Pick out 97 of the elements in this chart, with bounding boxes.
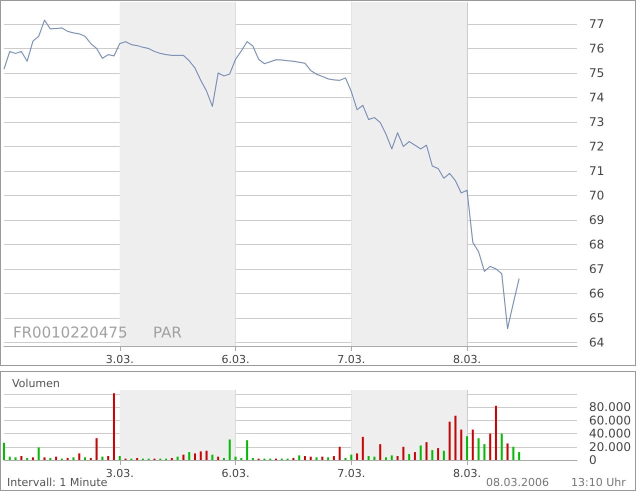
y-tick-label: 40.000	[589, 426, 631, 441]
x-tick-label: 7.03.	[337, 467, 366, 480]
bar	[228, 440, 231, 460]
bar	[338, 446, 341, 460]
bar	[472, 430, 474, 460]
bar	[489, 434, 492, 460]
bar	[402, 446, 404, 460]
y-tick-label: 72	[589, 139, 604, 154]
y-tick-label: 70	[589, 188, 604, 202]
x-tick-label: 7.03.	[337, 353, 366, 366]
bar	[72, 457, 74, 460]
bar	[431, 450, 434, 460]
bar	[211, 454, 214, 460]
bar	[84, 457, 86, 460]
bar	[420, 445, 422, 460]
x-tick-label: 8.03.	[453, 353, 482, 366]
bar	[182, 454, 184, 460]
bar	[14, 457, 17, 460]
bar	[3, 442, 5, 460]
bar	[38, 447, 40, 460]
bar	[107, 456, 110, 460]
y-tick-label: 73	[589, 114, 604, 129]
bar	[373, 456, 376, 460]
bar	[408, 454, 410, 460]
bar	[55, 456, 58, 460]
bar	[194, 453, 196, 460]
x-tick-label: 6.03.	[222, 467, 250, 480]
chart-title: Volumen	[12, 377, 60, 390]
y-tick-label: 74	[589, 90, 604, 104]
bar	[20, 456, 22, 460]
bar	[304, 456, 306, 460]
bar	[512, 446, 514, 460]
bar	[385, 457, 387, 460]
bar	[327, 457, 330, 460]
x-tick-label: 6.03.	[222, 353, 250, 366]
bar	[8, 456, 11, 460]
bar	[478, 438, 480, 460]
bar	[396, 456, 399, 460]
bar	[494, 406, 497, 460]
x-tick-label: 3.03.	[106, 353, 134, 366]
bar	[448, 422, 451, 460]
y-tick-label: 0	[589, 453, 597, 467]
bar	[310, 456, 312, 460]
y-tick-label: 68	[589, 237, 604, 252]
bar	[206, 450, 208, 460]
bar	[217, 456, 220, 460]
bar	[414, 452, 416, 460]
bar	[500, 434, 503, 460]
annotation: PAR	[153, 324, 182, 342]
bar	[356, 453, 358, 460]
y-tick-label: 77	[589, 17, 604, 32]
bar	[96, 438, 98, 460]
annotation: FR0010220475	[13, 324, 128, 342]
text: Intervall: 1 Minute	[7, 476, 108, 489]
bar	[460, 430, 462, 460]
bar	[454, 416, 456, 460]
y-tick-label: 64	[589, 335, 604, 350]
bar	[390, 455, 393, 460]
y-tick-label: 71	[589, 164, 604, 178]
bar	[442, 450, 445, 460]
bar	[506, 443, 509, 460]
x-tick-label: 8.03.	[453, 467, 482, 480]
y-tick-label: 20.000	[589, 440, 631, 454]
bar	[298, 455, 300, 460]
bar	[44, 457, 46, 460]
bar	[437, 448, 440, 460]
y-tick-label: 60.000	[589, 413, 631, 428]
bar	[368, 456, 370, 460]
bar	[350, 454, 352, 460]
bar	[176, 456, 179, 460]
bar	[112, 393, 115, 460]
y-tick-label: 65	[589, 310, 604, 325]
bar	[316, 457, 318, 460]
y-tick-label: 76	[589, 42, 604, 56]
bar	[426, 442, 428, 460]
bar	[379, 444, 382, 460]
text: 13:10 Uhr	[571, 476, 626, 489]
bar	[466, 436, 468, 460]
bar	[188, 452, 190, 460]
text: 08.03.2006	[486, 476, 549, 489]
y-tick-label: 66	[589, 286, 604, 300]
y-tick-label: 69	[589, 212, 604, 227]
bar	[246, 440, 248, 460]
bar	[118, 456, 121, 460]
x-tick-label: 3.03.	[106, 467, 134, 480]
bar	[78, 453, 80, 460]
y-tick-label: 80.000	[589, 400, 631, 414]
bar	[200, 451, 202, 460]
bar	[234, 456, 237, 460]
y-tick-label: 67	[589, 262, 604, 276]
y-tick-label: 75	[589, 66, 604, 80]
bar	[362, 436, 364, 460]
bar	[483, 444, 486, 460]
bar	[101, 456, 104, 460]
bar	[321, 456, 324, 460]
bar	[518, 452, 520, 460]
bar	[332, 456, 335, 460]
